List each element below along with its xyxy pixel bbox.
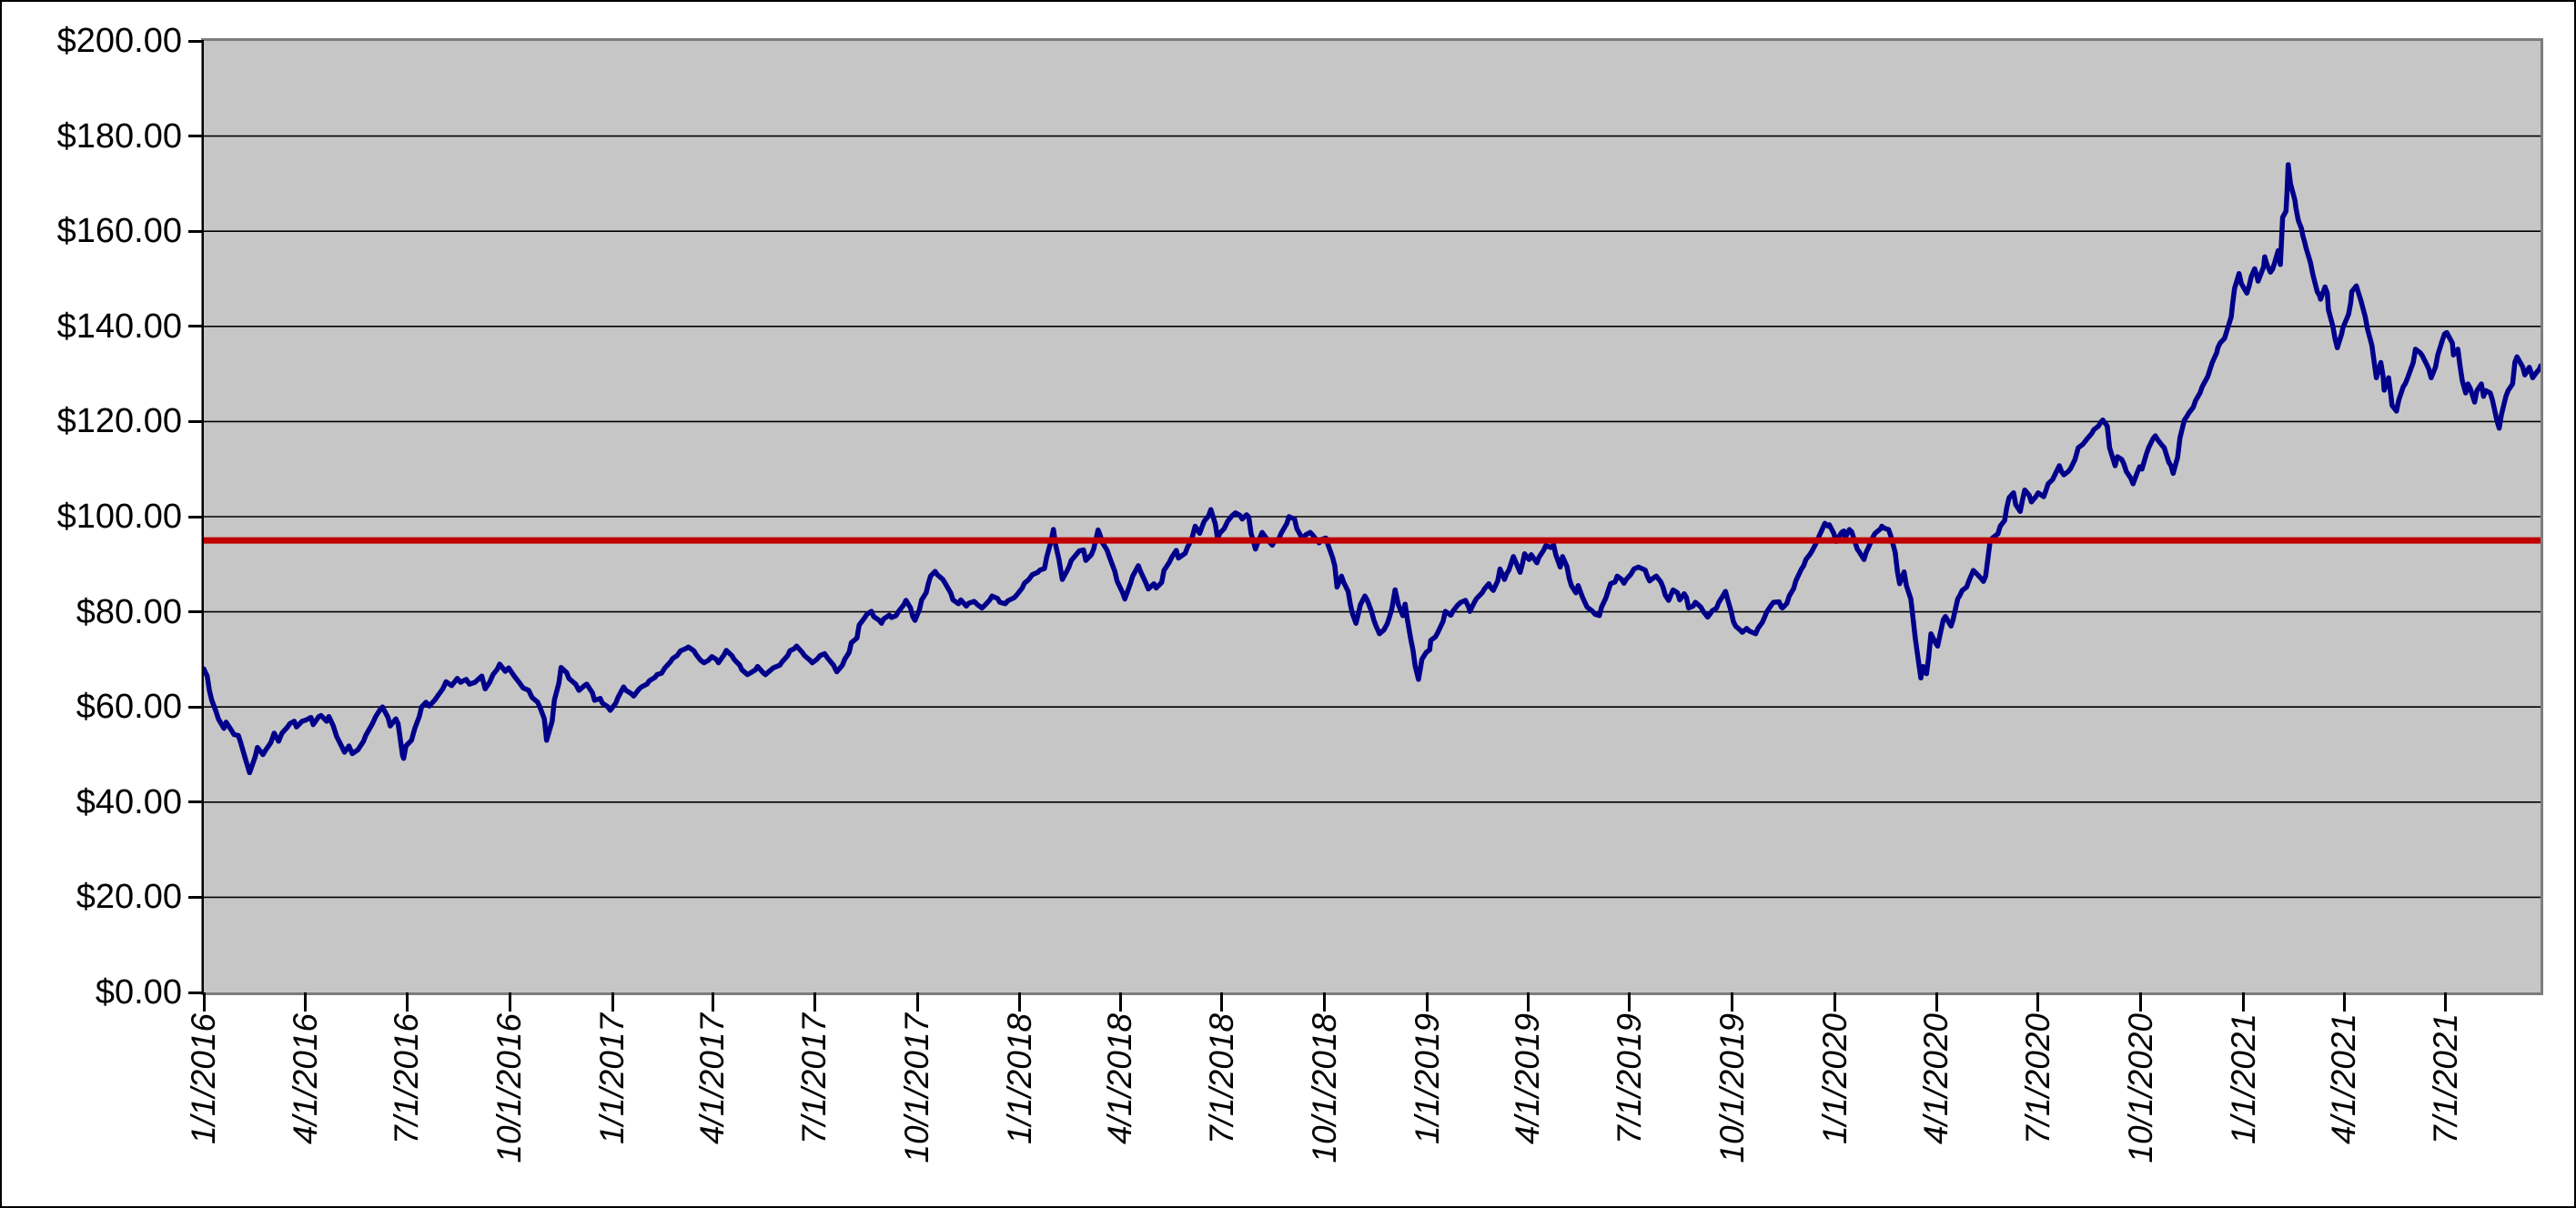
y-axis-label: $140.00 xyxy=(56,307,182,346)
x-axis-tick xyxy=(1323,992,1327,1012)
y-axis-tick xyxy=(188,895,204,899)
y-axis-tick xyxy=(188,705,204,709)
x-axis-tick xyxy=(2444,992,2448,1012)
x-axis-label: 7/1/2017 xyxy=(795,1013,833,1145)
x-axis-label: 10/1/2016 xyxy=(490,1013,529,1163)
x-axis-tick xyxy=(915,992,919,1012)
x-axis-tick xyxy=(1834,992,1837,1012)
x-axis-tick xyxy=(405,992,409,1012)
x-axis-label: 7/1/2018 xyxy=(1202,1013,1240,1145)
x-axis-tick xyxy=(711,992,714,1012)
chart-canvas xyxy=(204,135,2541,899)
y-axis-tick xyxy=(188,800,204,804)
x-axis-label: 4/1/2016 xyxy=(286,1013,324,1145)
y-axis-tick xyxy=(188,515,204,518)
x-axis-tick xyxy=(2036,992,2040,1012)
x-axis-label: 1/1/2019 xyxy=(1408,1013,1446,1145)
price-line xyxy=(204,162,2541,776)
x-axis-tick xyxy=(1220,992,1224,1012)
y-axis-label: $100.00 xyxy=(56,498,182,536)
y-axis-label: $0.00 xyxy=(95,973,182,1012)
y-axis-tick xyxy=(188,325,204,328)
x-axis-tick xyxy=(1118,992,1122,1012)
x-axis-label: 10/1/2019 xyxy=(1712,1013,1751,1163)
y-axis-label: $200.00 xyxy=(56,22,182,60)
x-axis-label: 4/1/2017 xyxy=(693,1013,732,1145)
x-axis-tick xyxy=(1731,992,1734,1012)
y-axis-label: $120.00 xyxy=(56,402,182,441)
y-axis-label: $180.00 xyxy=(56,116,182,156)
x-axis-label: 1/1/2018 xyxy=(1000,1013,1038,1145)
x-axis-label: 10/1/2018 xyxy=(1305,1013,1343,1163)
y-axis-label: $20.00 xyxy=(76,878,182,917)
x-axis-label: 1/1/2020 xyxy=(1815,1013,1854,1145)
x-axis-label: 10/1/2020 xyxy=(2121,1013,2159,1163)
x-axis-tick xyxy=(1018,992,1022,1012)
x-axis-tick xyxy=(1628,992,1631,1012)
x-axis-label: 1/1/2016 xyxy=(185,1013,222,1145)
x-axis-label: 7/1/2021 xyxy=(2426,1013,2464,1145)
x-axis-label: 4/1/2021 xyxy=(2325,1013,2363,1145)
y-axis-label: $60.00 xyxy=(76,688,182,727)
x-axis-label: 4/1/2019 xyxy=(1509,1013,1547,1145)
x-axis-tick xyxy=(1935,992,1938,1012)
y-axis-tick xyxy=(188,419,204,423)
x-axis-label: 1/1/2021 xyxy=(2224,1013,2262,1145)
x-axis-tick xyxy=(1426,992,1429,1012)
x-axis-label: 1/1/2017 xyxy=(593,1013,631,1145)
y-axis-tick xyxy=(188,39,204,43)
x-axis-label: 7/1/2020 xyxy=(2018,1013,2056,1145)
y-axis-tick xyxy=(188,610,204,614)
y-axis-label: $160.00 xyxy=(56,212,182,251)
x-axis-tick xyxy=(1526,992,1530,1012)
x-axis-label: 7/1/2019 xyxy=(1610,1013,1648,1145)
y-axis-label: $80.00 xyxy=(76,592,182,631)
x-axis-tick xyxy=(508,992,511,1012)
x-axis-label: 7/1/2016 xyxy=(388,1013,426,1145)
y-axis-tick xyxy=(188,135,204,138)
y-axis-label: $40.00 xyxy=(76,782,182,821)
x-axis-tick xyxy=(202,992,206,1012)
x-axis-label: 4/1/2020 xyxy=(1917,1013,1955,1145)
x-axis-tick xyxy=(813,992,816,1012)
x-axis-tick xyxy=(611,992,614,1012)
y-axis-tick xyxy=(188,229,204,233)
x-axis-tick xyxy=(2242,992,2246,1012)
x-axis-tick xyxy=(2342,992,2346,1012)
y-axis-tick xyxy=(188,991,204,994)
x-axis-tick xyxy=(304,992,308,1012)
plot-area xyxy=(201,38,2543,995)
x-axis-label: 10/1/2017 xyxy=(898,1013,936,1163)
x-axis-label: 4/1/2018 xyxy=(1101,1013,1139,1145)
x-axis-tick xyxy=(2139,992,2143,1012)
